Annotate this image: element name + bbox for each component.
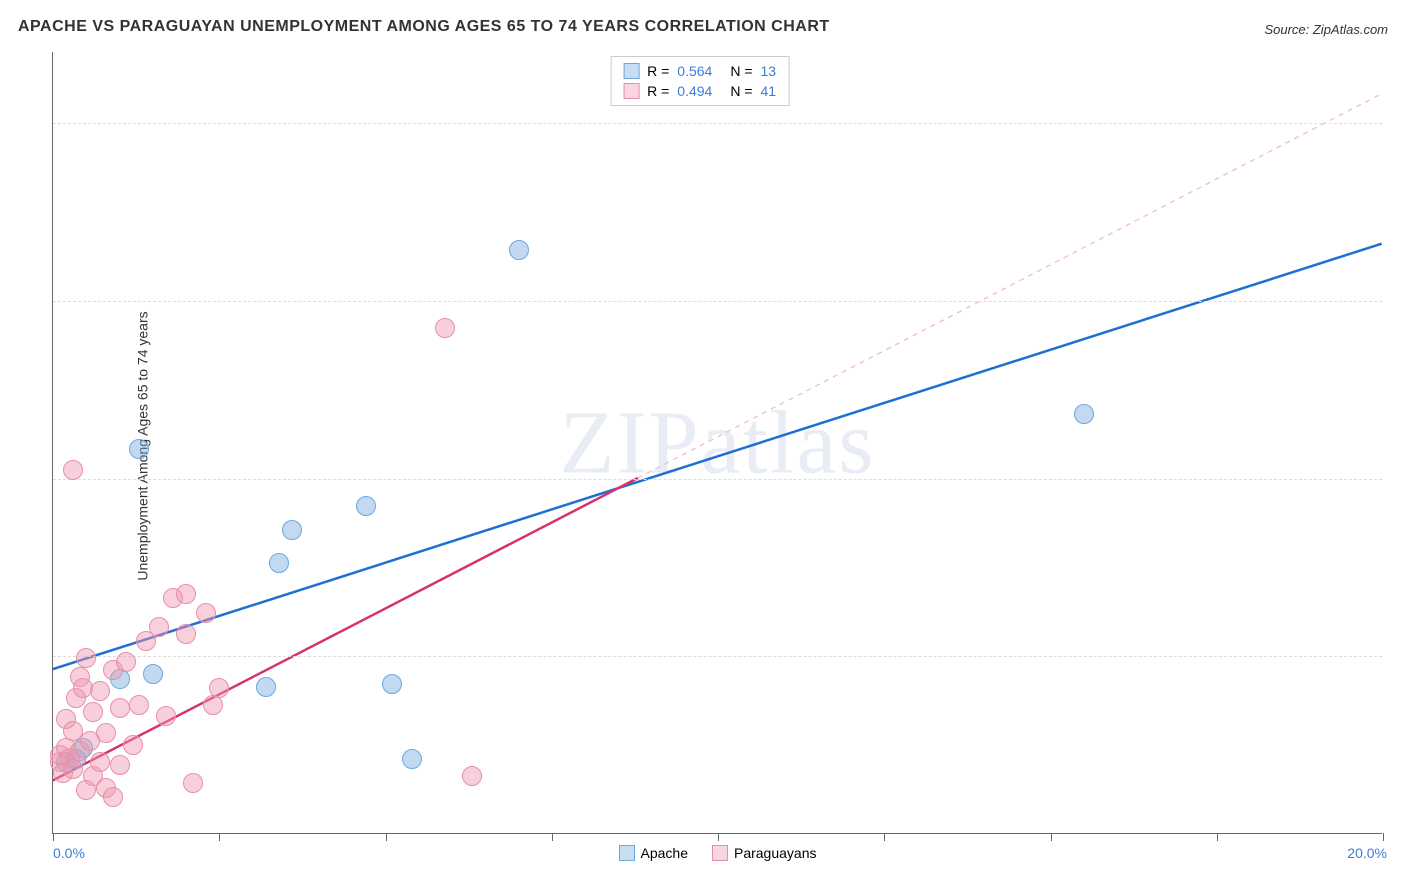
x-tick <box>386 833 387 841</box>
legend-row-paraguayans: R = 0.494 N = 41 <box>623 81 776 101</box>
data-point <box>196 603 216 623</box>
trend-line <box>638 66 1382 478</box>
data-point <box>1074 404 1094 424</box>
data-point <box>402 749 422 769</box>
legend-r-value-apache: 0.564 <box>677 63 712 79</box>
legend-correlation-box: R = 0.564 N = 13 R = 0.494 N = 41 <box>610 56 789 106</box>
x-tick <box>219 833 220 841</box>
legend-item-paraguayans: Paraguayans <box>712 845 817 861</box>
data-point <box>76 648 96 668</box>
data-point <box>90 681 110 701</box>
legend-swatch-paraguayans-bottom <box>712 845 728 861</box>
x-tick <box>1051 833 1052 841</box>
legend-n-label: N = <box>730 63 752 79</box>
y-tick-label: 37.5% <box>1392 313 1406 329</box>
y-tick-label: 50.0% <box>1392 135 1406 151</box>
data-point <box>256 677 276 697</box>
legend-n-label: N = <box>730 83 752 99</box>
source-label: Source: ZipAtlas.com <box>1264 22 1388 37</box>
x-tick <box>53 833 54 841</box>
data-point <box>116 652 136 672</box>
legend-swatch-apache-bottom <box>619 845 635 861</box>
legend-swatch-paraguayans <box>623 83 639 99</box>
legend-swatch-apache <box>623 63 639 79</box>
legend-n-value-apache: 13 <box>761 63 777 79</box>
legend-r-label: R = <box>647 63 669 79</box>
data-point <box>123 735 143 755</box>
gridline-horizontal <box>53 301 1382 302</box>
data-point <box>63 460 83 480</box>
data-point <box>143 664 163 684</box>
data-point <box>509 240 529 260</box>
data-point <box>129 439 149 459</box>
data-point <box>90 752 110 772</box>
legend-row-apache: R = 0.564 N = 13 <box>623 61 776 81</box>
y-tick-label: 25.0% <box>1392 491 1406 507</box>
data-point <box>63 759 83 779</box>
x-tick-label: 20.0% <box>1347 845 1387 861</box>
data-point <box>96 723 116 743</box>
data-point <box>110 698 130 718</box>
data-point <box>129 695 149 715</box>
x-tick-label: 0.0% <box>53 845 85 861</box>
legend-n-value-paraguayans: 41 <box>761 83 777 99</box>
data-point <box>83 702 103 722</box>
data-point <box>183 773 203 793</box>
gridline-horizontal <box>53 656 1382 657</box>
chart-container: APACHE VS PARAGUAYAN UNEMPLOYMENT AMONG … <box>0 0 1406 892</box>
chart-title: APACHE VS PARAGUAYAN UNEMPLOYMENT AMONG … <box>18 18 830 36</box>
data-point <box>110 755 130 775</box>
x-tick <box>718 833 719 841</box>
trend-line <box>53 244 1382 680</box>
data-point <box>269 553 289 573</box>
data-point <box>149 617 169 637</box>
data-point <box>209 678 229 698</box>
legend-series-box: Apache Paraguayans <box>619 845 817 861</box>
x-tick <box>1217 833 1218 841</box>
data-point <box>103 787 123 807</box>
data-point <box>282 520 302 540</box>
legend-r-label: R = <box>647 83 669 99</box>
legend-label-apache: Apache <box>641 845 688 861</box>
x-tick <box>552 833 553 841</box>
data-point <box>203 695 223 715</box>
legend-r-value-paraguayans: 0.494 <box>677 83 712 99</box>
y-tick-label: 12.5% <box>1392 668 1406 684</box>
x-tick <box>884 833 885 841</box>
plot-area: ZIPatlas R = 0.564 N = 13 R = 0.494 N = … <box>52 52 1382 834</box>
legend-item-apache: Apache <box>619 845 688 861</box>
data-point <box>176 584 196 604</box>
x-tick <box>1383 833 1384 841</box>
gridline-horizontal <box>53 123 1382 124</box>
data-point <box>382 674 402 694</box>
data-point <box>462 766 482 786</box>
legend-label-paraguayans: Paraguayans <box>734 845 817 861</box>
data-point <box>176 624 196 644</box>
data-point <box>356 496 376 516</box>
data-point <box>435 318 455 338</box>
data-point <box>156 706 176 726</box>
trend-lines-svg <box>53 52 1382 833</box>
gridline-horizontal <box>53 479 1382 480</box>
